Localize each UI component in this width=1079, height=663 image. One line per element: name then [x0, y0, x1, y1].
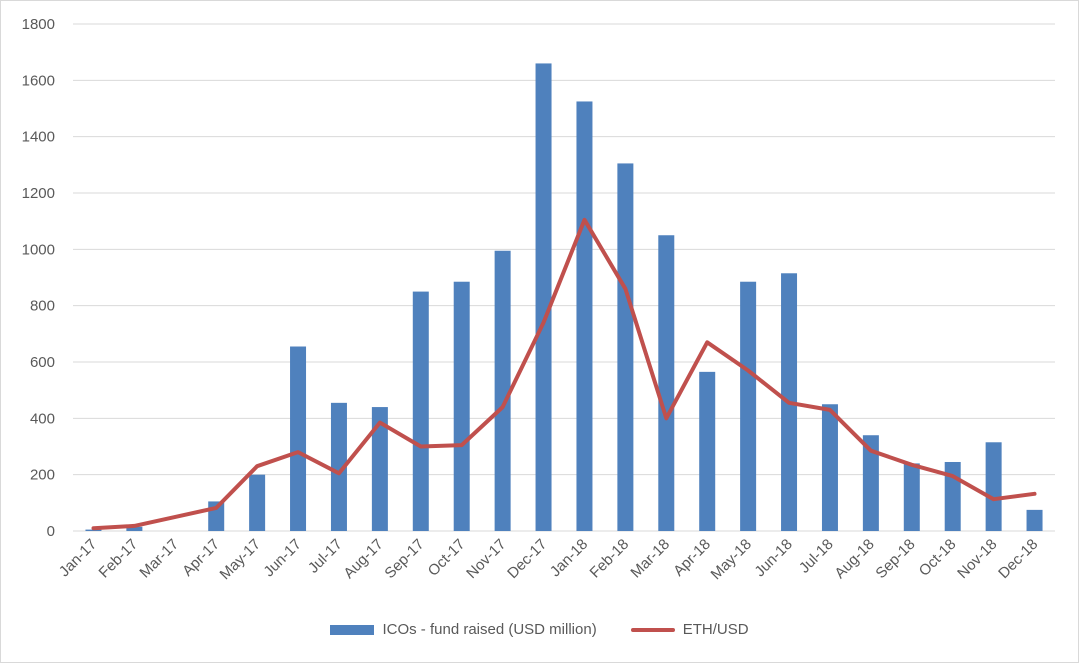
bar — [249, 474, 266, 531]
bar — [617, 163, 634, 532]
bar — [85, 529, 102, 531]
bar — [330, 402, 347, 531]
y-tick-label: 400 — [30, 410, 55, 427]
x-tick-label: Jun-18 — [751, 536, 795, 580]
x-tick-label: Jun-17 — [260, 536, 304, 580]
line-series — [91, 217, 1037, 531]
x-tick-label: Aug-18 — [831, 536, 877, 582]
x-tick-label: Oct-18 — [916, 536, 960, 580]
legend-label-eth: ETH/USD — [682, 621, 749, 638]
legend-item-ico: ICOs - fund raised (USD million) — [330, 621, 597, 638]
legend: ICOs - fund raised (USD million) ETH/USD — [1, 621, 1078, 638]
bar — [658, 235, 675, 531]
bar — [821, 404, 838, 531]
x-tick-label: Nov-18 — [954, 536, 1000, 582]
x-tick-label: Sep-18 — [872, 536, 918, 582]
y-tick-label: 800 — [30, 298, 55, 315]
x-tick-label: May-18 — [708, 536, 755, 583]
bar — [862, 435, 879, 531]
x-tick-label: Jan-18 — [547, 536, 591, 580]
y-tick-label: 600 — [30, 354, 55, 371]
bar — [126, 526, 143, 531]
x-tick-label: Apr-17 — [179, 536, 223, 580]
legend-swatch-line — [630, 627, 675, 632]
bar — [576, 101, 593, 531]
bar — [371, 407, 388, 531]
gridlines — [73, 23, 1055, 532]
y-tick-label: 1000 — [22, 241, 55, 258]
bar — [944, 461, 961, 531]
bar-series — [85, 63, 1043, 532]
x-tick-label: Nov-17 — [463, 536, 509, 582]
bar — [985, 442, 1002, 531]
x-tick-label: Mar-17 — [137, 536, 183, 582]
x-tick-label: May-17 — [217, 536, 264, 583]
y-tick-label: 1800 — [22, 16, 55, 33]
y-tick-label: 200 — [30, 467, 55, 484]
x-tick-label: Oct-17 — [425, 536, 469, 580]
bar — [494, 250, 511, 531]
x-tick-label: Dec-18 — [995, 536, 1041, 582]
bar — [1026, 509, 1043, 531]
x-tick-label: Aug-17 — [340, 536, 386, 582]
x-tick-label: Jul-17 — [305, 536, 346, 577]
x-tick-label: Jan-17 — [56, 536, 100, 580]
legend-label-ico: ICOs - fund raised (USD million) — [382, 621, 597, 638]
x-tick-label: Feb-17 — [96, 536, 142, 582]
bar — [453, 281, 470, 531]
x-tick-label: Feb-18 — [587, 536, 633, 582]
x-tick-label: Jul-18 — [796, 536, 837, 577]
bar — [535, 63, 552, 531]
x-tick-label: Mar-18 — [628, 536, 674, 582]
y-tick-label: 1400 — [22, 129, 55, 146]
eth-usd-line — [91, 217, 1037, 531]
x-tick-label: Dec-17 — [504, 536, 550, 582]
bar — [699, 371, 716, 531]
bar — [412, 291, 429, 531]
x-tick-label: Sep-17 — [381, 536, 427, 582]
y-tick-label: 1200 — [22, 185, 55, 202]
y-tick-label: 1600 — [22, 72, 55, 89]
bar — [290, 346, 307, 531]
legend-swatch-bar — [330, 624, 375, 635]
legend-item-eth: ETH/USD — [630, 621, 749, 638]
x-tick-label: Apr-18 — [670, 536, 714, 580]
y-tick-label: 0 — [47, 523, 55, 540]
bar — [740, 281, 757, 531]
bar — [903, 463, 920, 531]
y-axis-ticks: 0 200 400 600 800 1000 1200 1400 1600 1800 — [22, 16, 55, 540]
